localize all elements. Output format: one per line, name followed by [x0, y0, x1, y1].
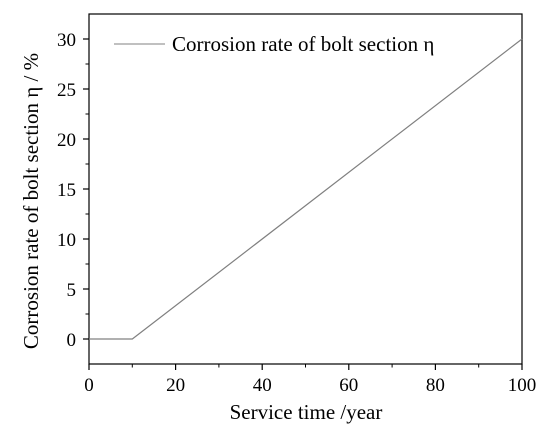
series-line [89, 38, 523, 340]
series-lines [89, 38, 523, 340]
x-axis-label: Service time /year [230, 400, 383, 424]
legend-label: Corrosion rate of bolt section η [172, 32, 434, 56]
x-tick-label: 80 [426, 375, 445, 396]
y-tick-label: 0 [67, 330, 77, 351]
y-tick-label: 15 [57, 180, 76, 201]
x-tick-label: 0 [84, 375, 94, 396]
x-tick-labels: 0 20 40 60 80 100 [84, 375, 536, 396]
y-tick-label: 5 [67, 280, 77, 301]
y-tick-label: 30 [57, 30, 76, 51]
legend: Corrosion rate of bolt section η [114, 32, 434, 56]
plot-area-border [88, 13, 523, 365]
y-tick-labels: 0 5 10 15 20 25 30 [57, 30, 76, 351]
x-tick-label: 20 [166, 375, 185, 396]
y-axis-label: Corrosion rate of bolt section η / % [19, 53, 43, 349]
major-ticks [83, 38, 523, 370]
y-tick-label: 10 [57, 230, 76, 251]
x-tick-label: 40 [253, 375, 272, 396]
y-tick-label: 25 [57, 80, 76, 101]
x-tick-label: 60 [339, 375, 358, 396]
y-tick-label: 20 [57, 130, 76, 151]
x-tick-label: 100 [508, 375, 537, 396]
minor-ticks [85, 63, 480, 368]
plot-frame [88, 13, 523, 365]
